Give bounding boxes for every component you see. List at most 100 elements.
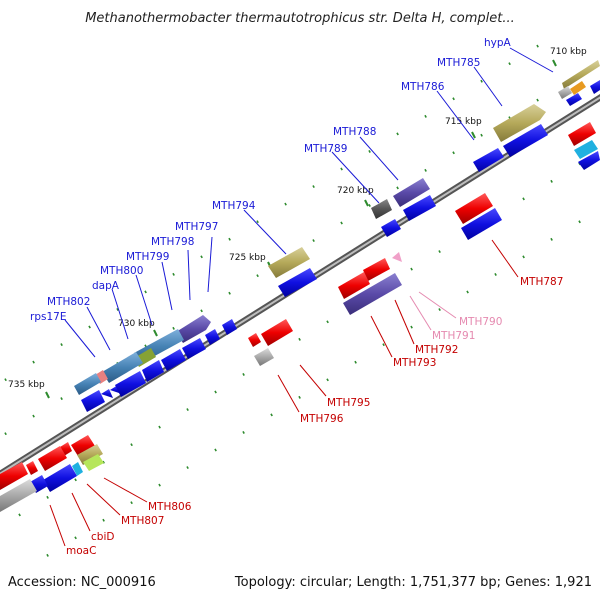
gene-MTH789-arrow[interactable] (371, 199, 392, 219)
minor-tick-dot (382, 343, 385, 347)
minor-tick-dot (298, 337, 301, 341)
minor-tick-dot (242, 372, 245, 376)
label-MTH789[interactable]: MTH789 (304, 143, 347, 155)
gene-blue-short-2[interactable] (403, 195, 436, 221)
label-MTH797[interactable]: MTH797 (175, 221, 218, 233)
minor-tick-dot (494, 272, 497, 276)
gene-blue-short-1[interactable] (473, 148, 504, 172)
minor-tick-dot (522, 197, 525, 201)
gene-blue-low-1[interactable] (461, 208, 502, 240)
gene-MTH802-arrow[interactable] (74, 373, 101, 395)
minor-tick-dot (340, 167, 343, 171)
label-MTH793[interactable]: MTH793 (393, 357, 436, 369)
gene-blue-block-1[interactable] (115, 371, 146, 397)
gene-blue-block-2[interactable] (142, 360, 164, 382)
gene-MTH794-arrow[interactable] (268, 247, 310, 278)
minor-tick-dot (298, 395, 301, 399)
gene-MTH796-arrow[interactable] (254, 348, 274, 366)
gene-red-lowleft-3[interactable] (0, 462, 28, 490)
minor-tick-dot (186, 408, 189, 412)
label-MTH807[interactable]: MTH807 (121, 515, 164, 527)
minor-tick-dot (60, 397, 63, 401)
label-MTH792[interactable]: MTH792 (415, 344, 458, 356)
label-MTH799[interactable]: MTH799 (126, 251, 169, 263)
minor-tick-dot (326, 378, 329, 382)
gene-red-edge[interactable] (568, 122, 596, 146)
minor-tick-dot (466, 290, 469, 294)
minor-tick-dot (158, 483, 161, 487)
gene-blue-triangle-1[interactable] (101, 389, 113, 398)
gene-feature-blue-small[interactable] (566, 93, 582, 106)
minor-tick-dot (550, 179, 553, 183)
gene-red-lowleft-2[interactable] (38, 446, 67, 471)
label-MTH795[interactable]: MTH795 (327, 397, 370, 409)
label-hypA[interactable]: hypA (484, 37, 512, 49)
minor-tick-dot (452, 97, 455, 101)
gene-MTH807-arrow[interactable] (77, 444, 103, 465)
minor-tick-dot (438, 308, 441, 312)
gene-blue-block-5[interactable] (205, 329, 220, 345)
gene-rps17E-arrow[interactable] (81, 390, 105, 412)
gene-MTH795-arrow[interactable] (261, 319, 293, 346)
label-MTH788[interactable]: MTH788 (333, 126, 376, 138)
minor-tick-dot (256, 220, 259, 224)
gene-blue-block-3[interactable] (161, 349, 186, 371)
label-MTH800[interactable]: MTH800 (100, 265, 143, 277)
label-MTH796[interactable]: MTH796 (300, 413, 344, 425)
gene-cbiD-arrow[interactable] (43, 464, 77, 492)
gene-MTH786-arrow[interactable] (503, 124, 548, 157)
label-cbiD[interactable]: cbiD (91, 531, 114, 543)
gene-blue-edge-2[interactable] (578, 151, 600, 170)
label-MTH806[interactable]: MTH806 (148, 501, 192, 513)
gene-feature-orange[interactable] (570, 81, 586, 95)
minor-tick-dot (200, 255, 203, 259)
tick-label-710: 710 kbp (550, 47, 587, 57)
label-MTH798[interactable]: MTH798 (151, 236, 194, 248)
label-MTH787[interactable]: MTH787 (520, 276, 563, 288)
minor-tick-dot (116, 307, 119, 311)
minor-tick-dot (536, 44, 539, 48)
gene-moaC-arrow[interactable] (0, 479, 37, 512)
label-MTH791[interactable]: MTH791 (432, 330, 475, 342)
label-MTH785[interactable]: MTH785 (437, 57, 480, 69)
label-rps17E[interactable]: rps17E (30, 311, 66, 323)
gene-MTH806-arrow[interactable] (71, 435, 95, 456)
gene-MTH790-arrow[interactable] (392, 252, 402, 262)
minor-tick-dot (214, 448, 217, 452)
gene-MTH792-arrow[interactable] (363, 258, 390, 281)
gene-MTH797-arrow[interactable] (176, 315, 211, 343)
label-moaC[interactable]: moaC (66, 545, 96, 557)
gene-lime-arrow[interactable] (83, 454, 104, 471)
label-MTH790[interactable]: MTH790 (459, 316, 502, 328)
label-MTH802[interactable]: MTH802 (47, 296, 90, 308)
gene-MTH793-arrow[interactable] (343, 273, 402, 315)
minor-tick-dot (228, 237, 231, 241)
gene-blue-short-3[interactable] (381, 219, 401, 237)
gene-cyan-edge[interactable] (574, 140, 598, 159)
gene-blue-block-6[interactable] (222, 319, 237, 335)
tick-label-720: 720 kbp (337, 186, 374, 196)
gene-blue-short-4[interactable] (278, 268, 317, 297)
gene-blue-block-4[interactable] (182, 338, 206, 359)
minor-tick-dot (172, 326, 175, 330)
label-dapA[interactable]: dapA (92, 280, 120, 292)
gene-cyan-small[interactable] (72, 462, 83, 476)
minor-tick-dot (102, 518, 105, 522)
gene-red-lowleft-4[interactable] (26, 461, 38, 475)
label-MTH794[interactable]: MTH794 (212, 200, 256, 212)
minor-tick-dot (578, 220, 581, 224)
minor-tick-dot (340, 221, 343, 225)
minor-tick-dot (158, 425, 161, 429)
gene-red-low-2[interactable] (338, 272, 370, 299)
gene-MTH788-arrow[interactable] (393, 178, 430, 207)
gene-hypA-arrow[interactable] (562, 60, 600, 89)
gene-red-small[interactable] (248, 333, 261, 347)
gene-MTH800-arrow[interactable] (102, 352, 143, 383)
minor-tick-dot (130, 501, 133, 505)
gene-MTH785-arrow[interactable] (493, 104, 546, 142)
gene-feature-gray-small[interactable] (558, 86, 572, 99)
minor-tick-dot (228, 291, 231, 295)
label-MTH786[interactable]: MTH786 (401, 81, 445, 93)
gene-MTH787-arrow[interactable] (455, 193, 493, 224)
gene-feature-blue-edge[interactable] (590, 80, 600, 94)
